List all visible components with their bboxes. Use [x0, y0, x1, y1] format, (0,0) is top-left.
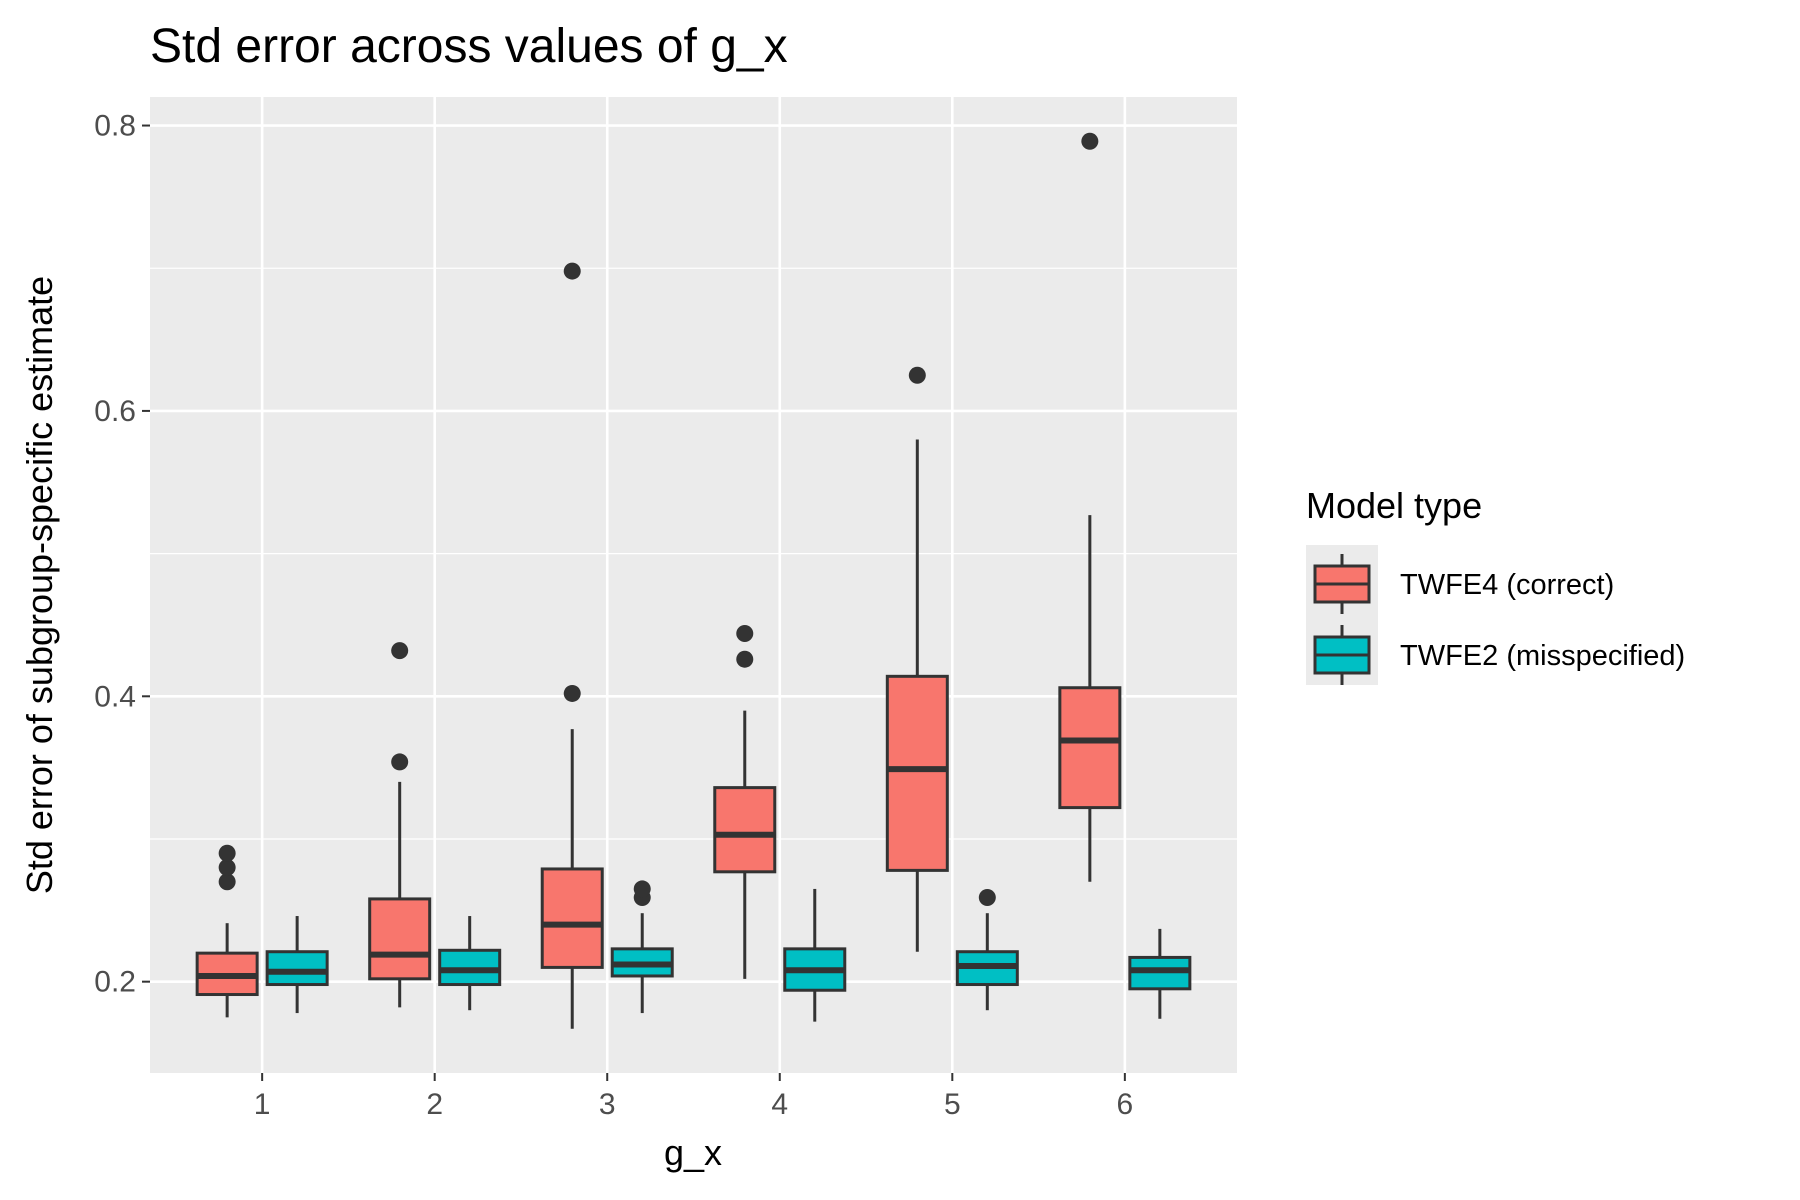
plot-panel	[150, 97, 1237, 1073]
outlier-point	[218, 859, 236, 877]
outlier-point	[391, 753, 409, 771]
outlier-point	[633, 880, 651, 898]
box-twfe4-5	[885, 366, 949, 952]
outlier-point	[391, 642, 409, 660]
box-twfe4-6	[1058, 132, 1122, 882]
x-axis-ticks: 1 2 3 4 5 6	[254, 1073, 1133, 1121]
x-tick-label: 4	[771, 1088, 788, 1121]
y-tick-label: 0.4	[94, 680, 136, 713]
box-iqr	[1058, 686, 1122, 810]
outlier-point	[218, 873, 236, 891]
outlier-point	[218, 844, 236, 862]
x-tick-label: 2	[426, 1088, 443, 1121]
y-tick-label: 0.2	[94, 966, 136, 999]
y-tick-label: 0.8	[94, 110, 136, 143]
box-iqr	[368, 897, 432, 981]
y-axis-title: Std error of subgroup-specific estimate	[19, 276, 60, 894]
outlier-point	[1081, 132, 1099, 150]
legend-key-twfe4	[1313, 554, 1371, 614]
x-axis-title: g_x	[664, 1132, 722, 1173]
box-twfe4-4	[713, 625, 777, 979]
y-axis-ticks: 0.2 0.4 0.6 0.8	[94, 110, 150, 999]
legend-keys	[1313, 554, 1371, 685]
box-twfe2-1	[265, 916, 329, 1014]
box-twfe2-6	[1128, 928, 1192, 1019]
outlier-point	[563, 262, 581, 280]
box-twfe4-1	[195, 844, 259, 1018]
box-twfe2-5	[955, 888, 1019, 1011]
legend-label-twfe4: TWFE4 (correct)	[1400, 569, 1614, 601]
box-twfe4-2	[368, 642, 432, 1008]
box-twfe2-2	[438, 916, 502, 1011]
grid-lines	[150, 97, 1237, 1073]
y-tick-label: 0.6	[94, 395, 136, 428]
x-tick-label: 1	[254, 1088, 271, 1121]
box-twfe2-4	[783, 888, 847, 1022]
box-iqr	[265, 950, 329, 987]
chart-title: Std error across values of g_x	[150, 20, 788, 73]
box-twfe4-3	[540, 262, 604, 1029]
box-twfe2-3	[610, 880, 674, 1014]
box-iqr	[713, 786, 777, 874]
outlier-point	[908, 366, 926, 384]
outlier-point	[978, 888, 996, 906]
x-tick-label: 3	[599, 1088, 616, 1121]
box-iqr	[885, 674, 949, 872]
legend-label-twfe2: TWFE2 (misspecified)	[1400, 640, 1685, 672]
legend: Model type TWFE4 (correct) TWFE2 (misspe…	[1306, 485, 1685, 685]
boxplots	[195, 132, 1192, 1029]
legend-key-twfe2	[1313, 625, 1371, 685]
x-tick-label: 5	[944, 1088, 961, 1121]
outlier-point	[563, 684, 581, 702]
outlier-point	[736, 650, 754, 668]
box-iqr	[540, 867, 604, 969]
outlier-point	[736, 625, 754, 643]
x-tick-label: 6	[1117, 1088, 1134, 1121]
legend-title: Model type	[1306, 485, 1482, 526]
